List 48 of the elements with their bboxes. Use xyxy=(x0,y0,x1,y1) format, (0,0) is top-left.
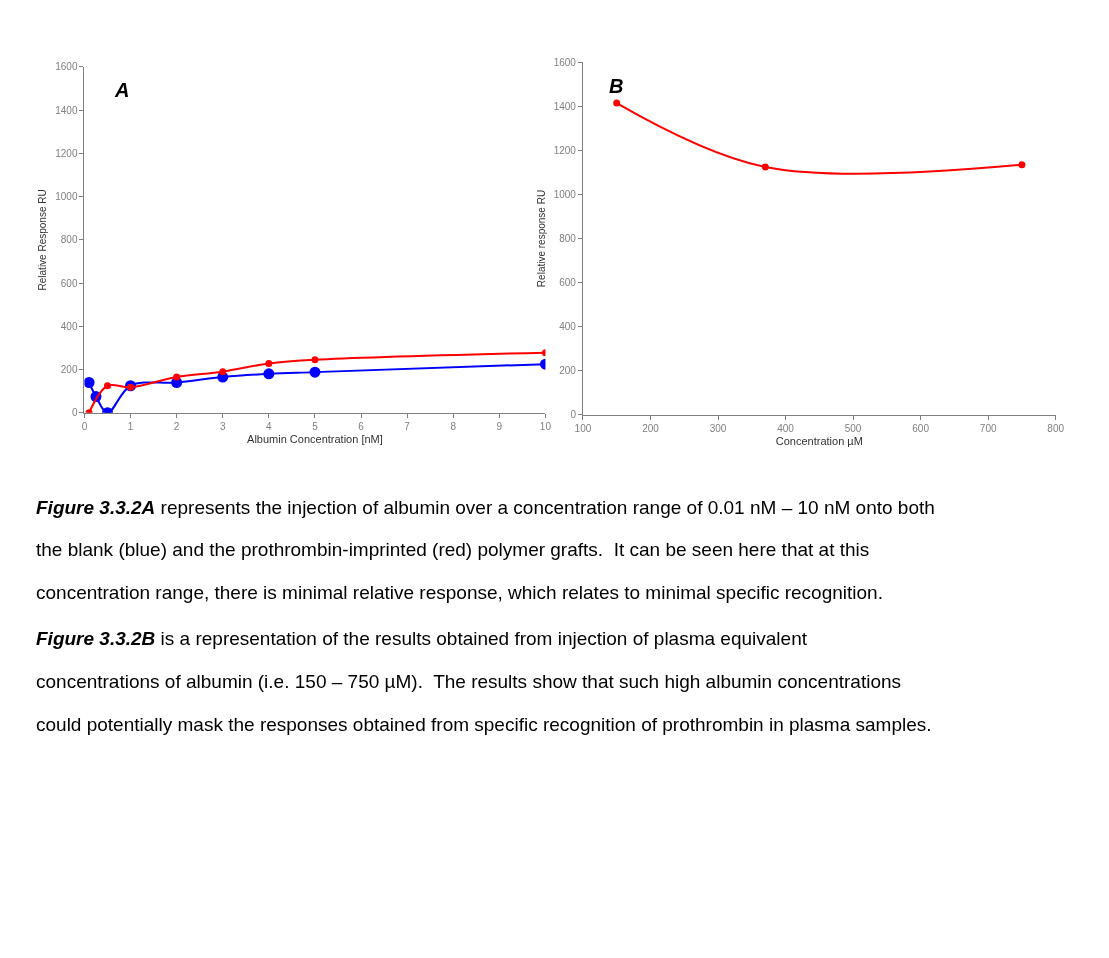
y-tick-label: 0 xyxy=(71,407,78,419)
x-tick-label: 400 xyxy=(777,422,795,434)
point xyxy=(1018,161,1026,169)
x-tick-label: 1 xyxy=(127,420,134,432)
x-tick-label: 8 xyxy=(450,420,457,432)
y-tick-label: 400 xyxy=(60,320,78,332)
point xyxy=(761,163,769,171)
x-tick-label: 9 xyxy=(496,420,503,432)
y-axis-title: Relative Response RU xyxy=(37,189,49,291)
y-tick-label: 0 xyxy=(570,409,577,421)
x-tick-label: 800 xyxy=(1047,422,1065,434)
y-tick-label: 1000 xyxy=(553,188,577,200)
y-tick-label: 600 xyxy=(60,277,78,289)
y-tick-label: 600 xyxy=(559,277,577,289)
x-tick-label: 3 xyxy=(219,420,226,432)
y-tick-label: 200 xyxy=(559,365,577,377)
x-tick-label: 500 xyxy=(844,422,862,434)
y-tick-label: 800 xyxy=(60,234,78,246)
x-tick-label: 10 xyxy=(539,420,552,432)
text: A xyxy=(114,79,130,101)
x-axis-title: Albumin Concentration [nM] xyxy=(247,432,383,445)
y-tick-label: 1200 xyxy=(55,147,78,159)
x-tick-label: 6 xyxy=(358,420,365,432)
x-tick-label: 2 xyxy=(173,420,180,432)
x-tick-label: 200 xyxy=(642,422,660,434)
text: B xyxy=(609,75,624,97)
x-tick-label: 5 xyxy=(312,420,319,432)
y-tick-label: 1600 xyxy=(55,61,78,73)
y-tick-label: 1600 xyxy=(553,56,577,68)
x-tick-label: 700 xyxy=(979,422,997,434)
y-axis-title: Relative response RU xyxy=(535,189,547,288)
caption: Figure 3.3.2A represents the injection of albumin over a concentration range of 0.01 nM – 10 nM onto both the blank (blue) and the prothrombin-imprinted (red) polymer grafts. It can be seen here that at this concentration range, there is minimal relative response, which relates to minimal specific recognition. xyxy=(36,497,935,603)
y-tick-label: 1000 xyxy=(55,191,78,203)
y-tick-label: 400 xyxy=(559,321,577,333)
x-tick-label: 0 xyxy=(81,420,88,432)
x-tick-label: 4 xyxy=(266,420,273,432)
y-tick-label: 1200 xyxy=(553,144,577,156)
point xyxy=(613,99,621,107)
x-tick-label: 7 xyxy=(404,420,411,432)
y-tick-label: 1400 xyxy=(553,100,577,112)
y-tick-label: 1400 xyxy=(55,104,78,116)
caption: Figure 3.3.2B is a representation of the results obtained from injection of plasma equivalent concentrations of albumin (i.e. 150 – 750 µM). The results show that such high albumin concentrations could potentially mask the responses obtained from specific recognition of prothrombin in plasma samples. xyxy=(36,628,932,735)
x-tick-label: 100 xyxy=(574,422,592,434)
x-tick-label: 600 xyxy=(912,422,930,434)
x-tick-label: 300 xyxy=(709,422,727,434)
x-axis-title: Concentration µM xyxy=(775,434,863,447)
y-tick-label: 200 xyxy=(60,364,78,376)
y-tick-label: 800 xyxy=(559,232,577,244)
